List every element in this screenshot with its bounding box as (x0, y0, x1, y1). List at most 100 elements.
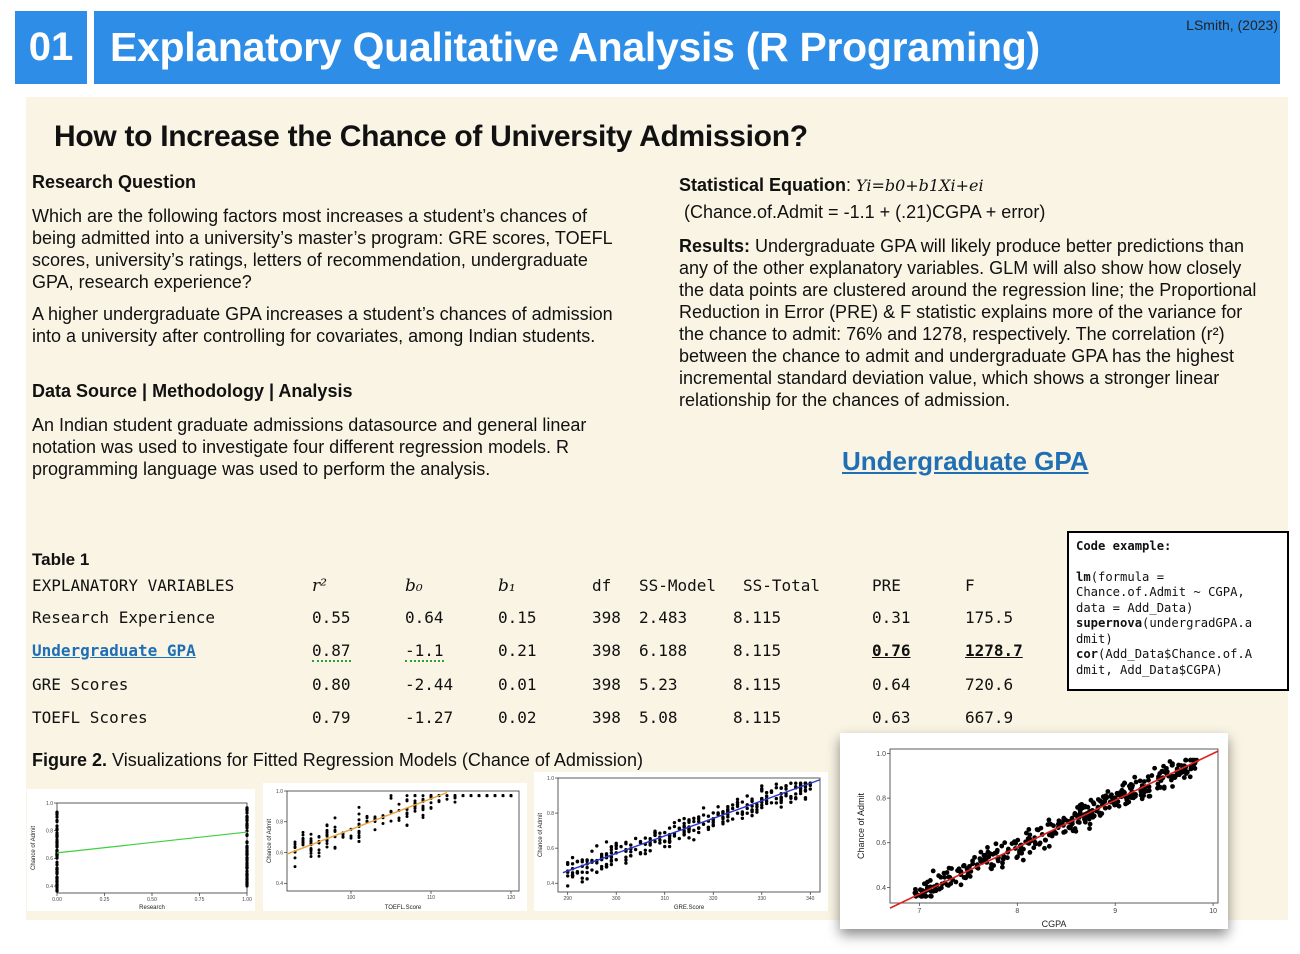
scatter-point (774, 801, 779, 805)
y-tick-label: 0.6 (276, 850, 283, 856)
scatter-point (566, 861, 570, 865)
scatter-point (697, 830, 701, 835)
scatter-point (245, 856, 249, 860)
table-header-f: F (965, 576, 975, 595)
scatter-point (711, 823, 715, 827)
statistical-equation: Statistical Equation: Yi=b0+b1Xi+ei (679, 175, 984, 195)
scatter-point (706, 825, 711, 830)
scatter-point (453, 796, 457, 800)
code-line: data = Add_Data) (1076, 600, 1194, 615)
scatter-point (663, 839, 667, 843)
scatter-point (245, 861, 249, 865)
scatter-point (726, 805, 730, 809)
scatter-point (1042, 845, 1047, 851)
scatter-point (1106, 805, 1112, 810)
scatter-point (653, 831, 657, 835)
scatter-point (1113, 802, 1119, 808)
scatter-point (1192, 766, 1198, 771)
scatter-point (808, 787, 812, 791)
scatter-point (55, 870, 59, 875)
plot-area (56, 802, 248, 894)
y-tick-label: 0.4 (547, 881, 554, 887)
table-cell-ss-model: 2.483 (639, 608, 688, 627)
scatter-point (999, 864, 1005, 870)
scatter-point (55, 838, 59, 842)
scatter-point (389, 796, 393, 800)
results-text: Undergraduate GPA will likely produce be… (679, 236, 1257, 410)
scatter-point (784, 784, 788, 788)
y-tick-label: 0.8 (46, 828, 53, 834)
scatter-point (624, 858, 628, 862)
scatter-point (1137, 778, 1143, 784)
scatter-point (55, 835, 59, 839)
scatter-point (658, 831, 662, 835)
scatter-point (585, 877, 589, 881)
table-cell-r2: 0.79 (312, 708, 351, 727)
scatter-point (933, 887, 939, 893)
scatter-point (604, 862, 609, 867)
scatter-point (726, 807, 730, 811)
scatter-point (389, 810, 393, 814)
scatter-point (789, 794, 793, 799)
scatter-point (413, 799, 417, 803)
scatter-point (989, 866, 994, 872)
scatter-point (1157, 771, 1163, 776)
scatter-point (245, 863, 249, 867)
scatter-point (301, 833, 305, 837)
scatter-point (245, 845, 249, 850)
scatter-point (373, 815, 377, 819)
table-cell-variable-link[interactable]: Undergraduate GPA (32, 641, 196, 660)
results-label: Results: (679, 236, 751, 256)
y-tick-label: 1.0 (547, 776, 554, 782)
scatter-point (445, 797, 449, 801)
scatter-point (769, 801, 774, 805)
scatter-point (55, 841, 59, 845)
scatter-point (609, 851, 614, 855)
scatter-point (1056, 818, 1062, 824)
scatter-point (677, 818, 681, 823)
scatter-point (677, 836, 681, 841)
scatter-point (633, 847, 638, 852)
undergraduate-gpa-link[interactable]: Undergraduate GPA (842, 446, 1089, 476)
scatter-point (293, 845, 297, 849)
scatter-point (958, 882, 964, 888)
scatter-point (317, 835, 321, 839)
scatter-point (658, 841, 662, 845)
scatter-point (643, 848, 648, 852)
scatter-point (701, 806, 706, 810)
scatter-point (794, 796, 798, 800)
scatter-point (941, 870, 947, 876)
regression-line (562, 779, 821, 874)
x-tick-label: 7 (917, 908, 921, 915)
x-tick-label: 0.75 (195, 897, 205, 903)
scatter-point (1147, 793, 1153, 799)
scatter-point (936, 873, 942, 879)
scatter-point (1075, 819, 1081, 825)
scatter-point (357, 839, 361, 843)
x-axis-label: GRE.Score (674, 905, 705, 911)
scatter-point (245, 821, 249, 826)
scatter-point (774, 796, 779, 801)
y-tick-label: 1.0 (276, 789, 283, 795)
scatter-point (745, 794, 749, 798)
y-axis-label: Chance of Admit (267, 819, 273, 863)
table-cell-r2: 0.55 (312, 608, 351, 627)
table-cell-pre: 0.31 (872, 608, 911, 627)
scatter-point (735, 797, 740, 802)
scatter-point (245, 833, 249, 838)
scatter-point (1102, 799, 1107, 804)
scatter-point (55, 810, 59, 814)
scatter-point (604, 852, 609, 856)
table-cell-f: 175.5 (965, 608, 1014, 627)
scatter-point (1127, 794, 1133, 800)
scatter-point (429, 794, 433, 798)
scatter-point (663, 844, 667, 849)
scatter-point (373, 828, 377, 832)
scatter-point (341, 833, 345, 837)
x-tick-label: 120 (507, 895, 516, 901)
y-axis-label: Chance of Admit (538, 813, 544, 857)
scatter-point (1141, 779, 1147, 784)
scatter-point (1155, 781, 1161, 787)
hypothesis-text: A higher undergraduate GPA increases a s… (32, 304, 613, 346)
scatter-point (421, 816, 425, 820)
